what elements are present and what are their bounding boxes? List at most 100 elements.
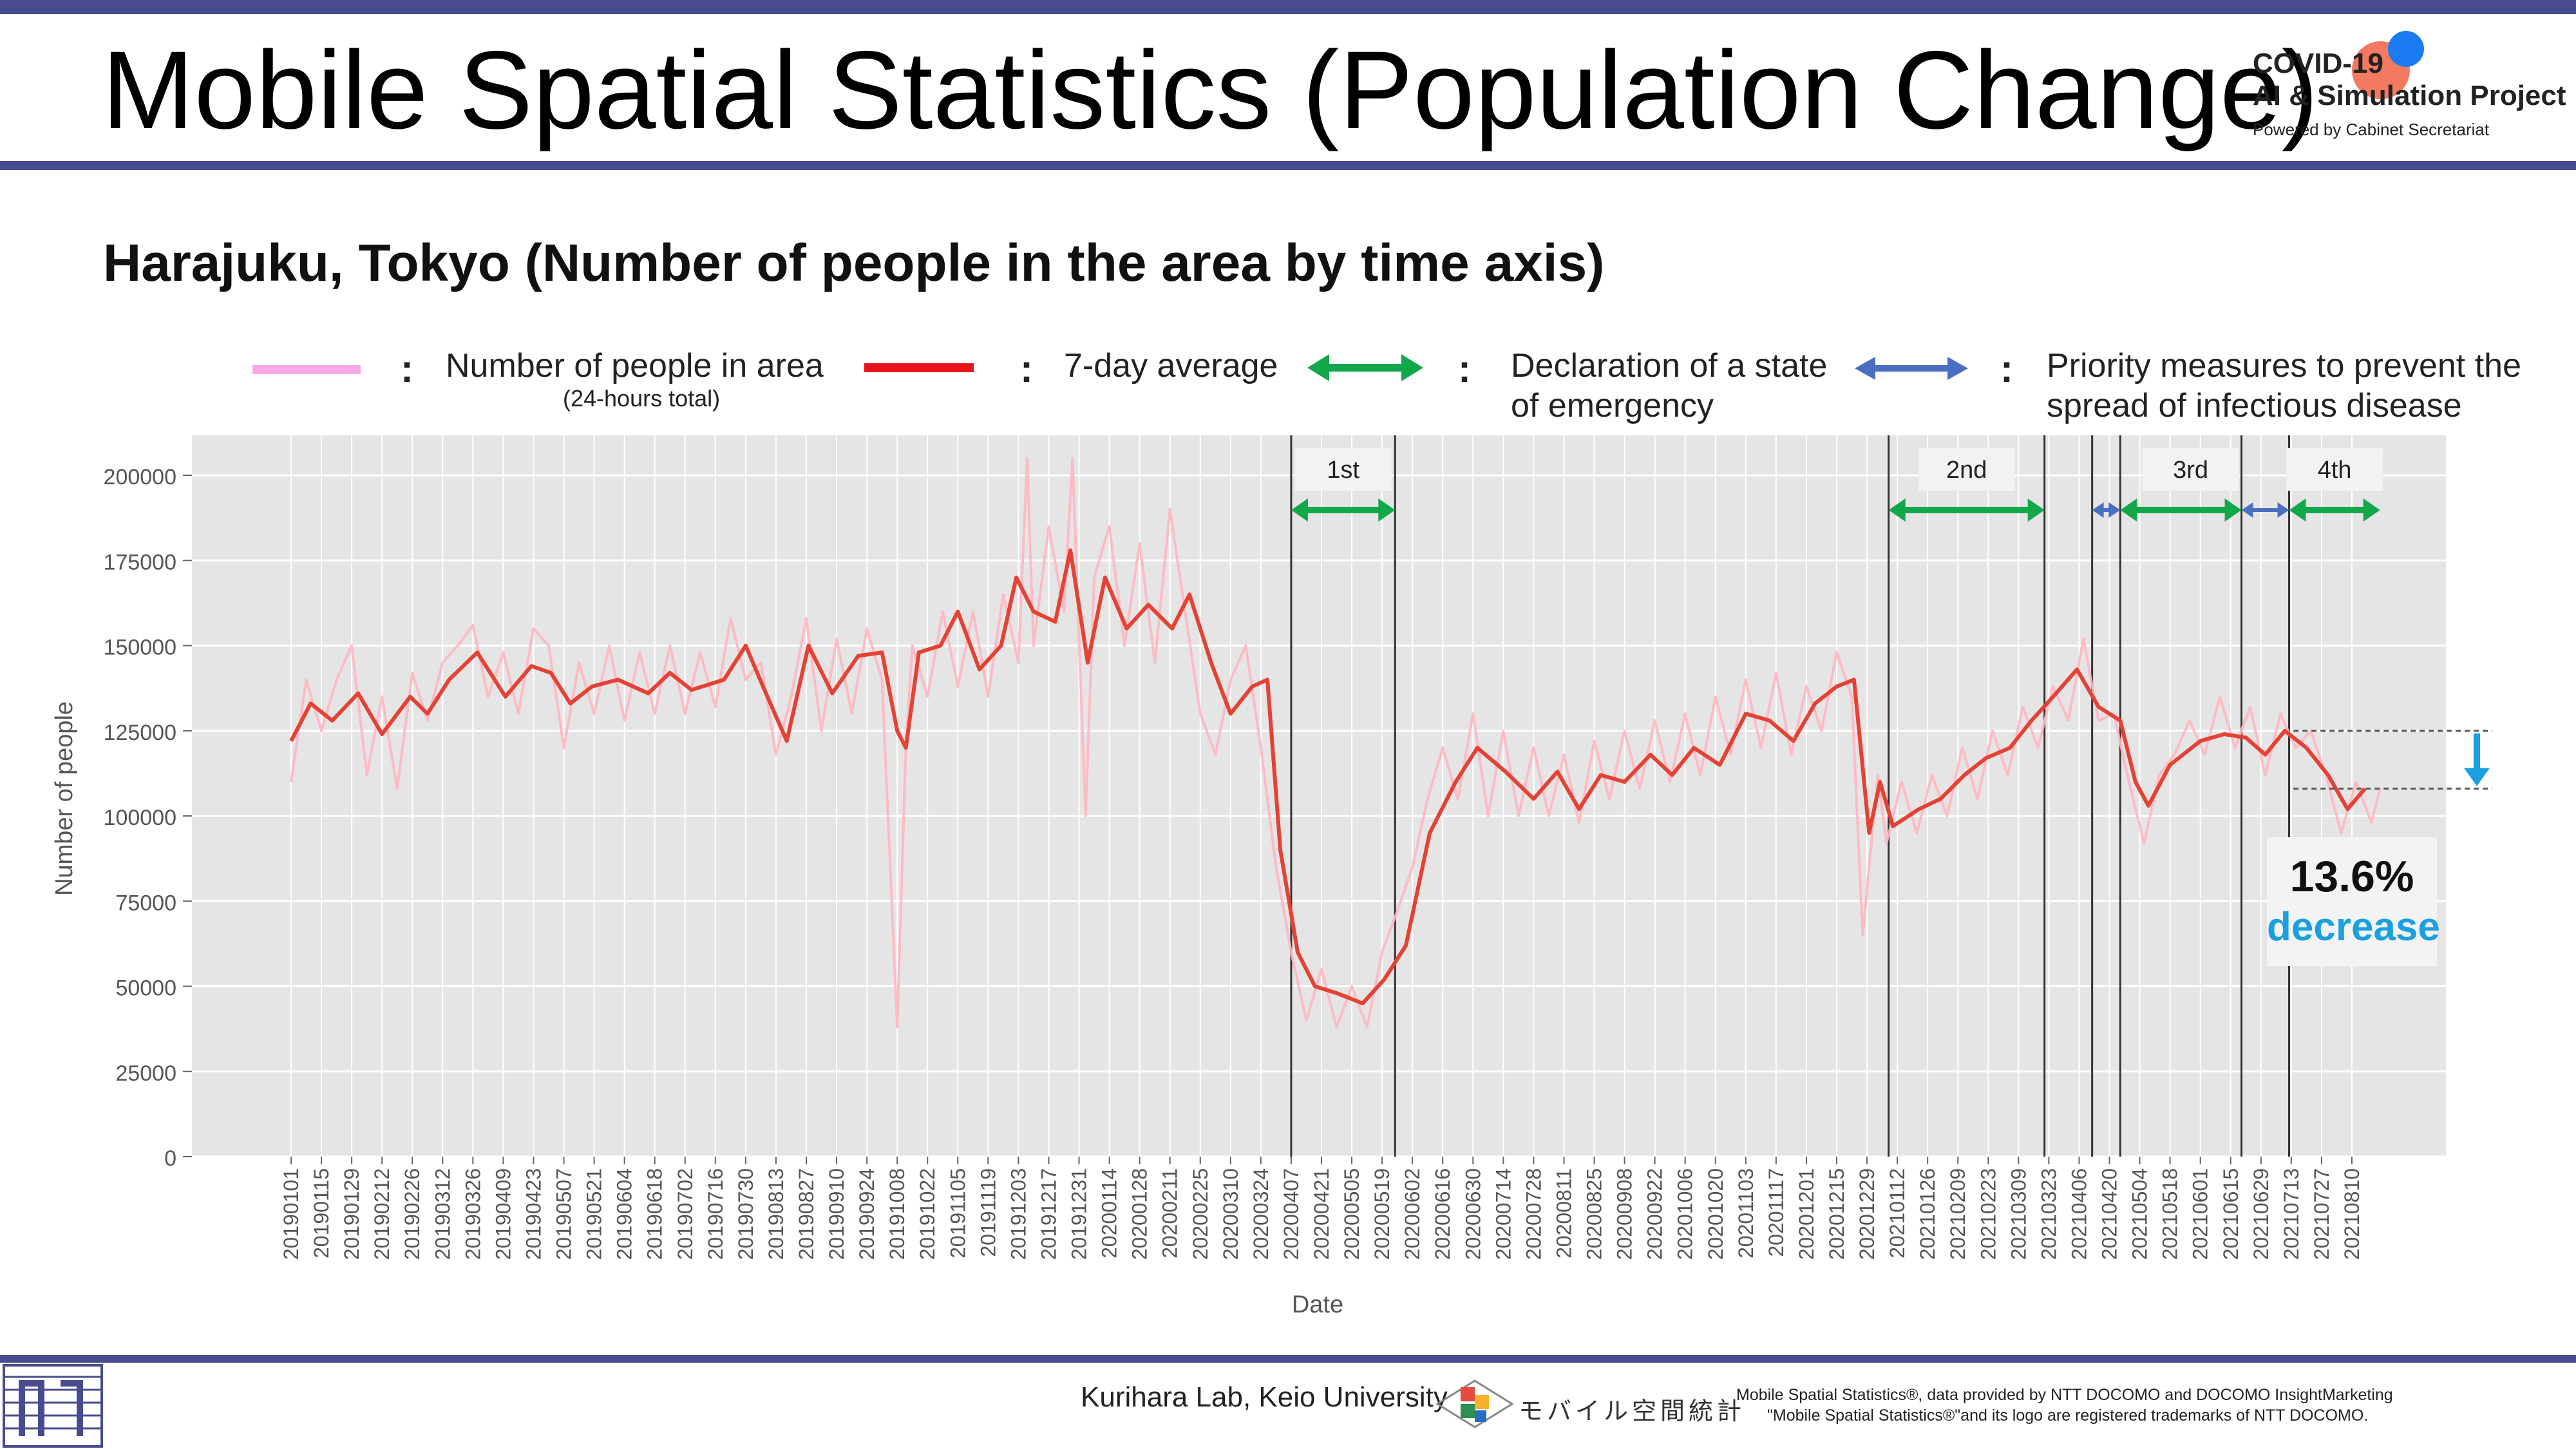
annotation-value: 13.6% [2289,852,2414,901]
x-tick-label: 20201103 [1734,1168,1757,1258]
kurihara-lab-logo [3,1364,103,1448]
emergency-arrow [1888,498,2045,522]
legend-emergency-label-1: Declaration of a state [1511,347,1828,384]
period-label-box [1918,448,2015,491]
period-label: 1st [1327,457,1359,484]
x-tick-label: 20210126 [1916,1168,1939,1260]
x-tick-label: 20191203 [1007,1168,1030,1260]
legend-colon: : [1020,347,1033,390]
legend-daily-label: Number of people in area [446,347,824,384]
y-tick-label: 125000 [104,721,176,745]
docomo-stats-logo [1435,1379,1514,1428]
y-tick-label: 200000 [104,465,176,489]
average-series-line [289,548,2367,1005]
gridlines [192,435,2446,1158]
x-tick-label: 20200602 [1401,1168,1424,1260]
x-tick-label: 20200908 [1613,1168,1636,1260]
covid-project-logo: COVID-19 AI & Simulation Project Powered… [2241,28,2576,151]
legend-priority-label-1: Priority measures to prevent the [2047,347,2521,384]
x-tick-label: 20200324 [1249,1168,1273,1260]
emergency-arrow [2289,498,2380,522]
x-tick-label: 20210601 [2189,1168,2212,1260]
legend-priority-label-2: spread of infectious disease [2047,387,2462,424]
arrow-head-right [2363,498,2380,522]
x-tick-label: 20200811 [1552,1168,1575,1258]
x-tick-label: 20201201 [1795,1168,1818,1260]
x-tick-label: 20190813 [764,1168,788,1260]
x-tick-label: 20190716 [704,1168,727,1260]
arrow-head-right [2224,498,2242,522]
x-tick-label: 20200616 [1431,1168,1454,1260]
x-tick-label: 20190618 [643,1168,667,1260]
x-tick-label: 20190409 [491,1168,515,1260]
x-tick-label: 20200825 [1583,1168,1606,1260]
y-tick-label: 150000 [104,636,176,660]
y-axis-ticks: 0 25000 50000 75000 100000 125000 150000 175000… [104,465,192,1171]
x-tick-label: 20201117 [1765,1168,1788,1257]
x-tick-label: 20201006 [1674,1168,1697,1260]
legend-emergency-label-2: of emergency [1511,387,1714,424]
arrow-head-left [2289,498,2306,522]
x-tick-label: 20200728 [1522,1168,1545,1260]
chart-subtitle: Harajuku, Tokyo (Number of people in the… [103,234,1605,292]
x-tick-label: 20190521 [583,1168,606,1260]
x-tick-label: 20210323 [2037,1168,2060,1260]
legend-colon: : [401,347,413,390]
y-tick-label: 25000 [115,1061,176,1086]
top-border [0,0,2576,14]
footer-docomo-jp: モバイル空間統計 [1519,1398,1746,1425]
x-tick-label: 20210629 [2249,1168,2273,1260]
period-lines [1290,435,2291,1157]
footer-divider [0,1355,2576,1363]
legend-average-label: 7-day average [1064,347,1278,384]
priority-arrow [2241,502,2289,518]
x-tick-label: 20210309 [2007,1168,2030,1260]
x-tick-label: 20190326 [461,1168,484,1260]
x-tick-label: 20210727 [2310,1168,2333,1260]
x-tick-label: 20210615 [2219,1168,2242,1260]
arrow-head-left [1291,498,1308,522]
logo-line-2: AI & Simulation Project [2253,80,2566,111]
y-tick-label: 75000 [115,891,176,915]
legend-daily-swatch [252,365,361,374]
x-tick-label: 20200519 [1370,1168,1394,1260]
arrow-head-left [2120,498,2137,522]
arrow-head-right [2277,502,2289,518]
arrow-head-right [2108,502,2121,518]
x-tick-label: 20200922 [1643,1168,1667,1260]
header-divider [0,161,2576,170]
population-chart: 1st 2nd 3rd 4th 0 25000 50000 75000 100000 12500… [51,435,2492,1318]
x-tick-label: 20210518 [2159,1168,2182,1260]
period-label-box [1294,448,1392,491]
legend-priority-arrow [1855,357,1968,380]
x-tick-label: 20201229 [1855,1168,1879,1260]
x-tick-label: 20200114 [1098,1168,1121,1258]
footer-note-2: "Mobile Spatial Statistics®"and its logo… [1767,1406,2369,1425]
x-tick-label: 20190226 [401,1168,424,1260]
x-tick-label: 20190507 [553,1168,576,1260]
logo-line-1: COVID-19 [2253,48,2383,79]
x-tick-label: 20190312 [431,1168,454,1260]
y-tick-label: 0 [164,1146,176,1171]
decrease-arrow-head [2464,768,2490,786]
x-tick-label: 20200714 [1492,1168,1515,1260]
x-tick-label: 20200211 [1159,1168,1182,1258]
arrow-head-right [2027,498,2045,522]
annotation-box: 13.6% decrease [2267,837,2440,966]
x-tick-label: 20190212 [370,1168,393,1260]
legend-colon: : [2000,347,2013,390]
arrow-head-right [1378,498,1396,522]
emergency-arrow [1291,498,1396,522]
x-tick-label: 20200128 [1128,1168,1151,1260]
x-tick-label: 20210504 [2128,1168,2152,1260]
x-tick-label: 20201020 [1704,1168,1727,1260]
plot-panel [192,435,2446,1157]
reference-lines [2293,730,2492,790]
annotation-text: decrease [2267,905,2440,949]
x-tick-label: 20190827 [795,1168,818,1260]
legend-colon: : [1458,347,1471,390]
x-axis-label: Date [1292,1291,1343,1318]
y-axis-label: Number of people [51,701,78,896]
x-tick-label: 20190604 [613,1168,636,1260]
x-tick-label: 20200630 [1461,1168,1484,1260]
